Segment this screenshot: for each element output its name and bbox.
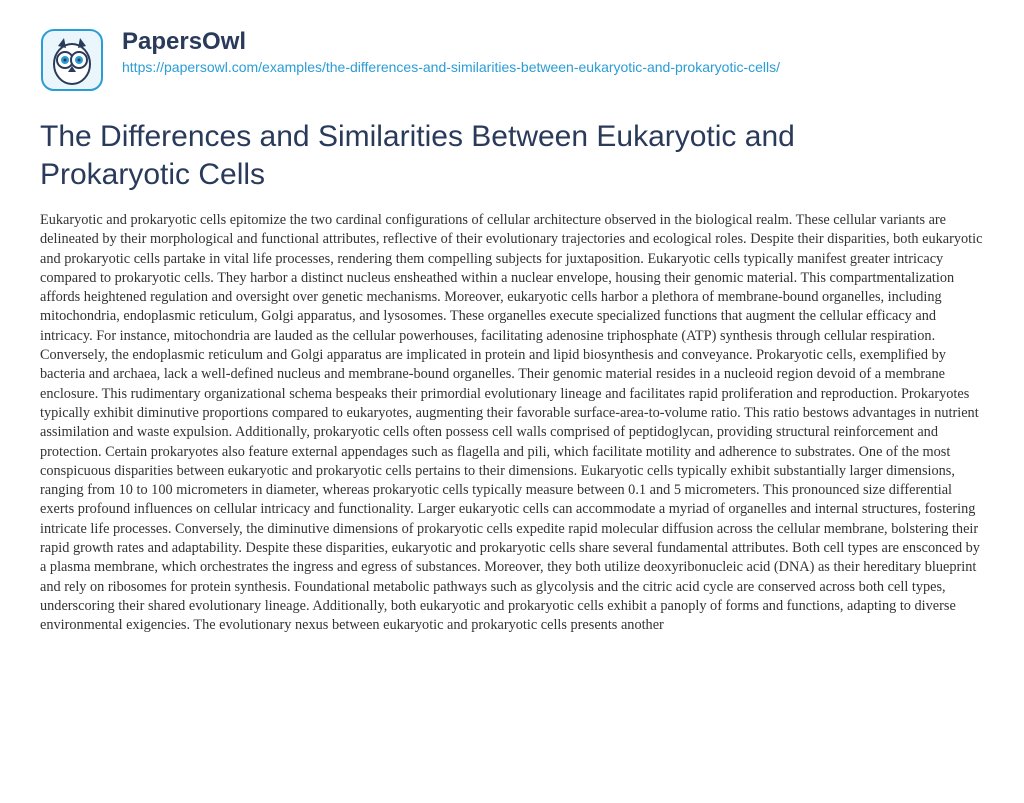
brand-block: PapersOwl https://papersowl.com/examples… <box>122 28 984 77</box>
page-header: PapersOwl https://papersowl.com/examples… <box>40 28 984 92</box>
source-url-link[interactable]: https://papersowl.com/examples/the-diffe… <box>122 58 984 77</box>
article-title: The Differences and Similarities Between… <box>40 118 860 193</box>
brand-name: PapersOwl <box>122 28 984 56</box>
article-body: Eukaryotic and prokaryotic cells epitomi… <box>40 211 984 636</box>
owl-logo-icon <box>40 28 104 92</box>
